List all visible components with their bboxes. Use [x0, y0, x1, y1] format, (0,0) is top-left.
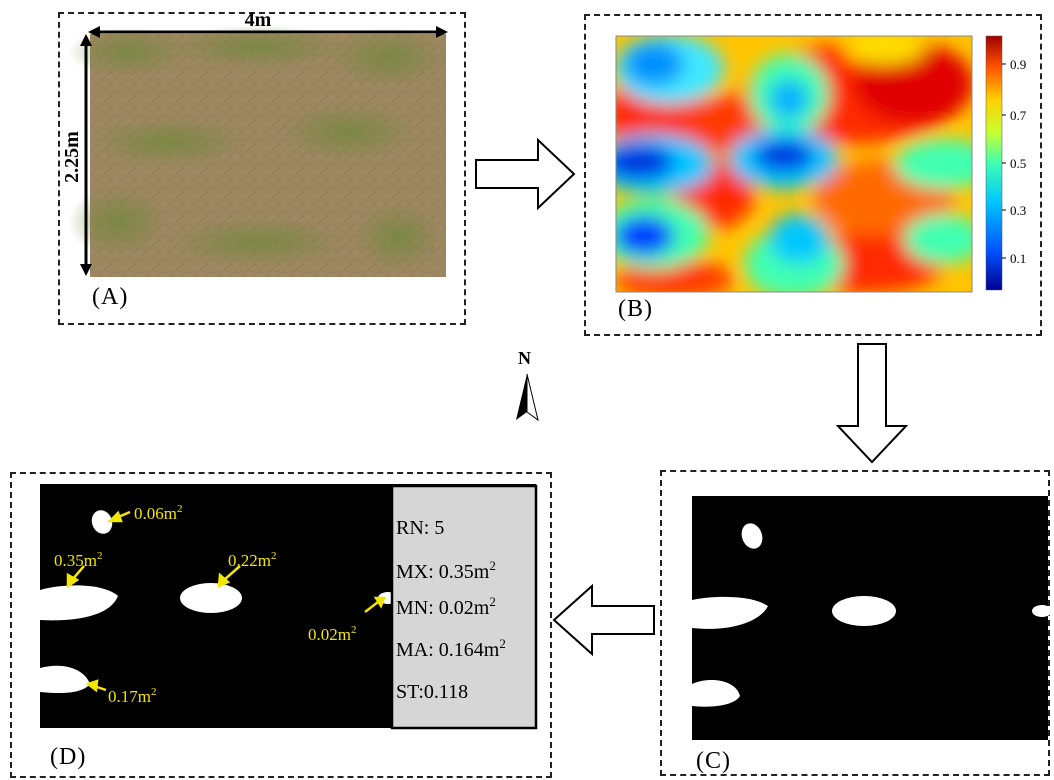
height-dimension-arrow: [80, 34, 92, 276]
north-label: N: [518, 348, 531, 368]
stat-mx: MX: 0.35m2: [396, 558, 496, 583]
panel-a: [58, 12, 466, 325]
stats-box: [390, 484, 538, 730]
panel-d-label: (D): [50, 744, 87, 770]
stat-rn: RN: 5: [396, 517, 444, 539]
colorbar-ticks: 0.9 0.7 0.5 0.3 0.1: [1002, 57, 1027, 266]
stats-list: RN: 5 MX: 0.35m2 MN: 0.02m2 MA: 0.164m2 …: [396, 517, 506, 703]
panel-a-label: (A): [92, 284, 129, 310]
panel-b: [584, 14, 1042, 336]
colorbar-tick-label: 0.3: [1010, 203, 1026, 218]
area-annotation: 0.06m2: [134, 503, 182, 523]
panel-c: [660, 470, 1050, 776]
panel-b-label: (B): [618, 296, 653, 322]
panel-c-label: (C): [696, 748, 731, 774]
heatmap-frame: [615, 35, 973, 293]
colorbar-tick-label: 0.9: [1010, 57, 1026, 72]
area-annotation: 0.22m2: [228, 550, 276, 570]
annotation-arrows: [66, 510, 386, 693]
area-annotations: 0.06m2 0.35m2 0.22m2 0.02m2 0.17m2: [54, 503, 356, 706]
heatmap-blobs: [616, 36, 972, 292]
stat-ma: MA: 0.164m2: [396, 636, 506, 661]
north-arrow-icon: [516, 373, 539, 422]
area-annotation: 0.02m2: [308, 624, 356, 644]
arrow-left-c-to-d: [552, 584, 655, 656]
colorbar-tick-label: 0.7: [1010, 108, 1027, 123]
panel-a-figure: 4m 2.25m: [61, 12, 448, 277]
area-annotation: 0.17m2: [108, 686, 156, 706]
width-label: 4m: [245, 12, 272, 31]
stat-st: ST:0.118: [396, 681, 468, 703]
stat-mn: MN: 0.02m2: [396, 594, 496, 619]
panel-d: [10, 472, 552, 778]
arrow-down-b-to-c: [836, 343, 908, 464]
width-dimension-arrow: [88, 26, 448, 38]
mask-figure-d: 0.06m2 0.35m2 0.22m2 0.02m2 0.17m2 RN: 5…: [40, 484, 538, 730]
heatmap-figure: 0.9 0.7 0.5 0.3 0.1: [615, 35, 1027, 293]
mask-patches: [692, 523, 1050, 707]
colorbar-tick-label: 0.1: [1010, 251, 1026, 266]
height-label: 2.25m: [61, 131, 83, 183]
arrow-right-a-to-b: [475, 138, 576, 210]
area-annotation: 0.35m2: [54, 550, 102, 570]
mask-figure-c: [692, 496, 1050, 740]
colorbar-tick-label: 0.5: [1010, 156, 1026, 171]
mask-patches: [40, 510, 398, 694]
colorbar: [985, 35, 1003, 291]
